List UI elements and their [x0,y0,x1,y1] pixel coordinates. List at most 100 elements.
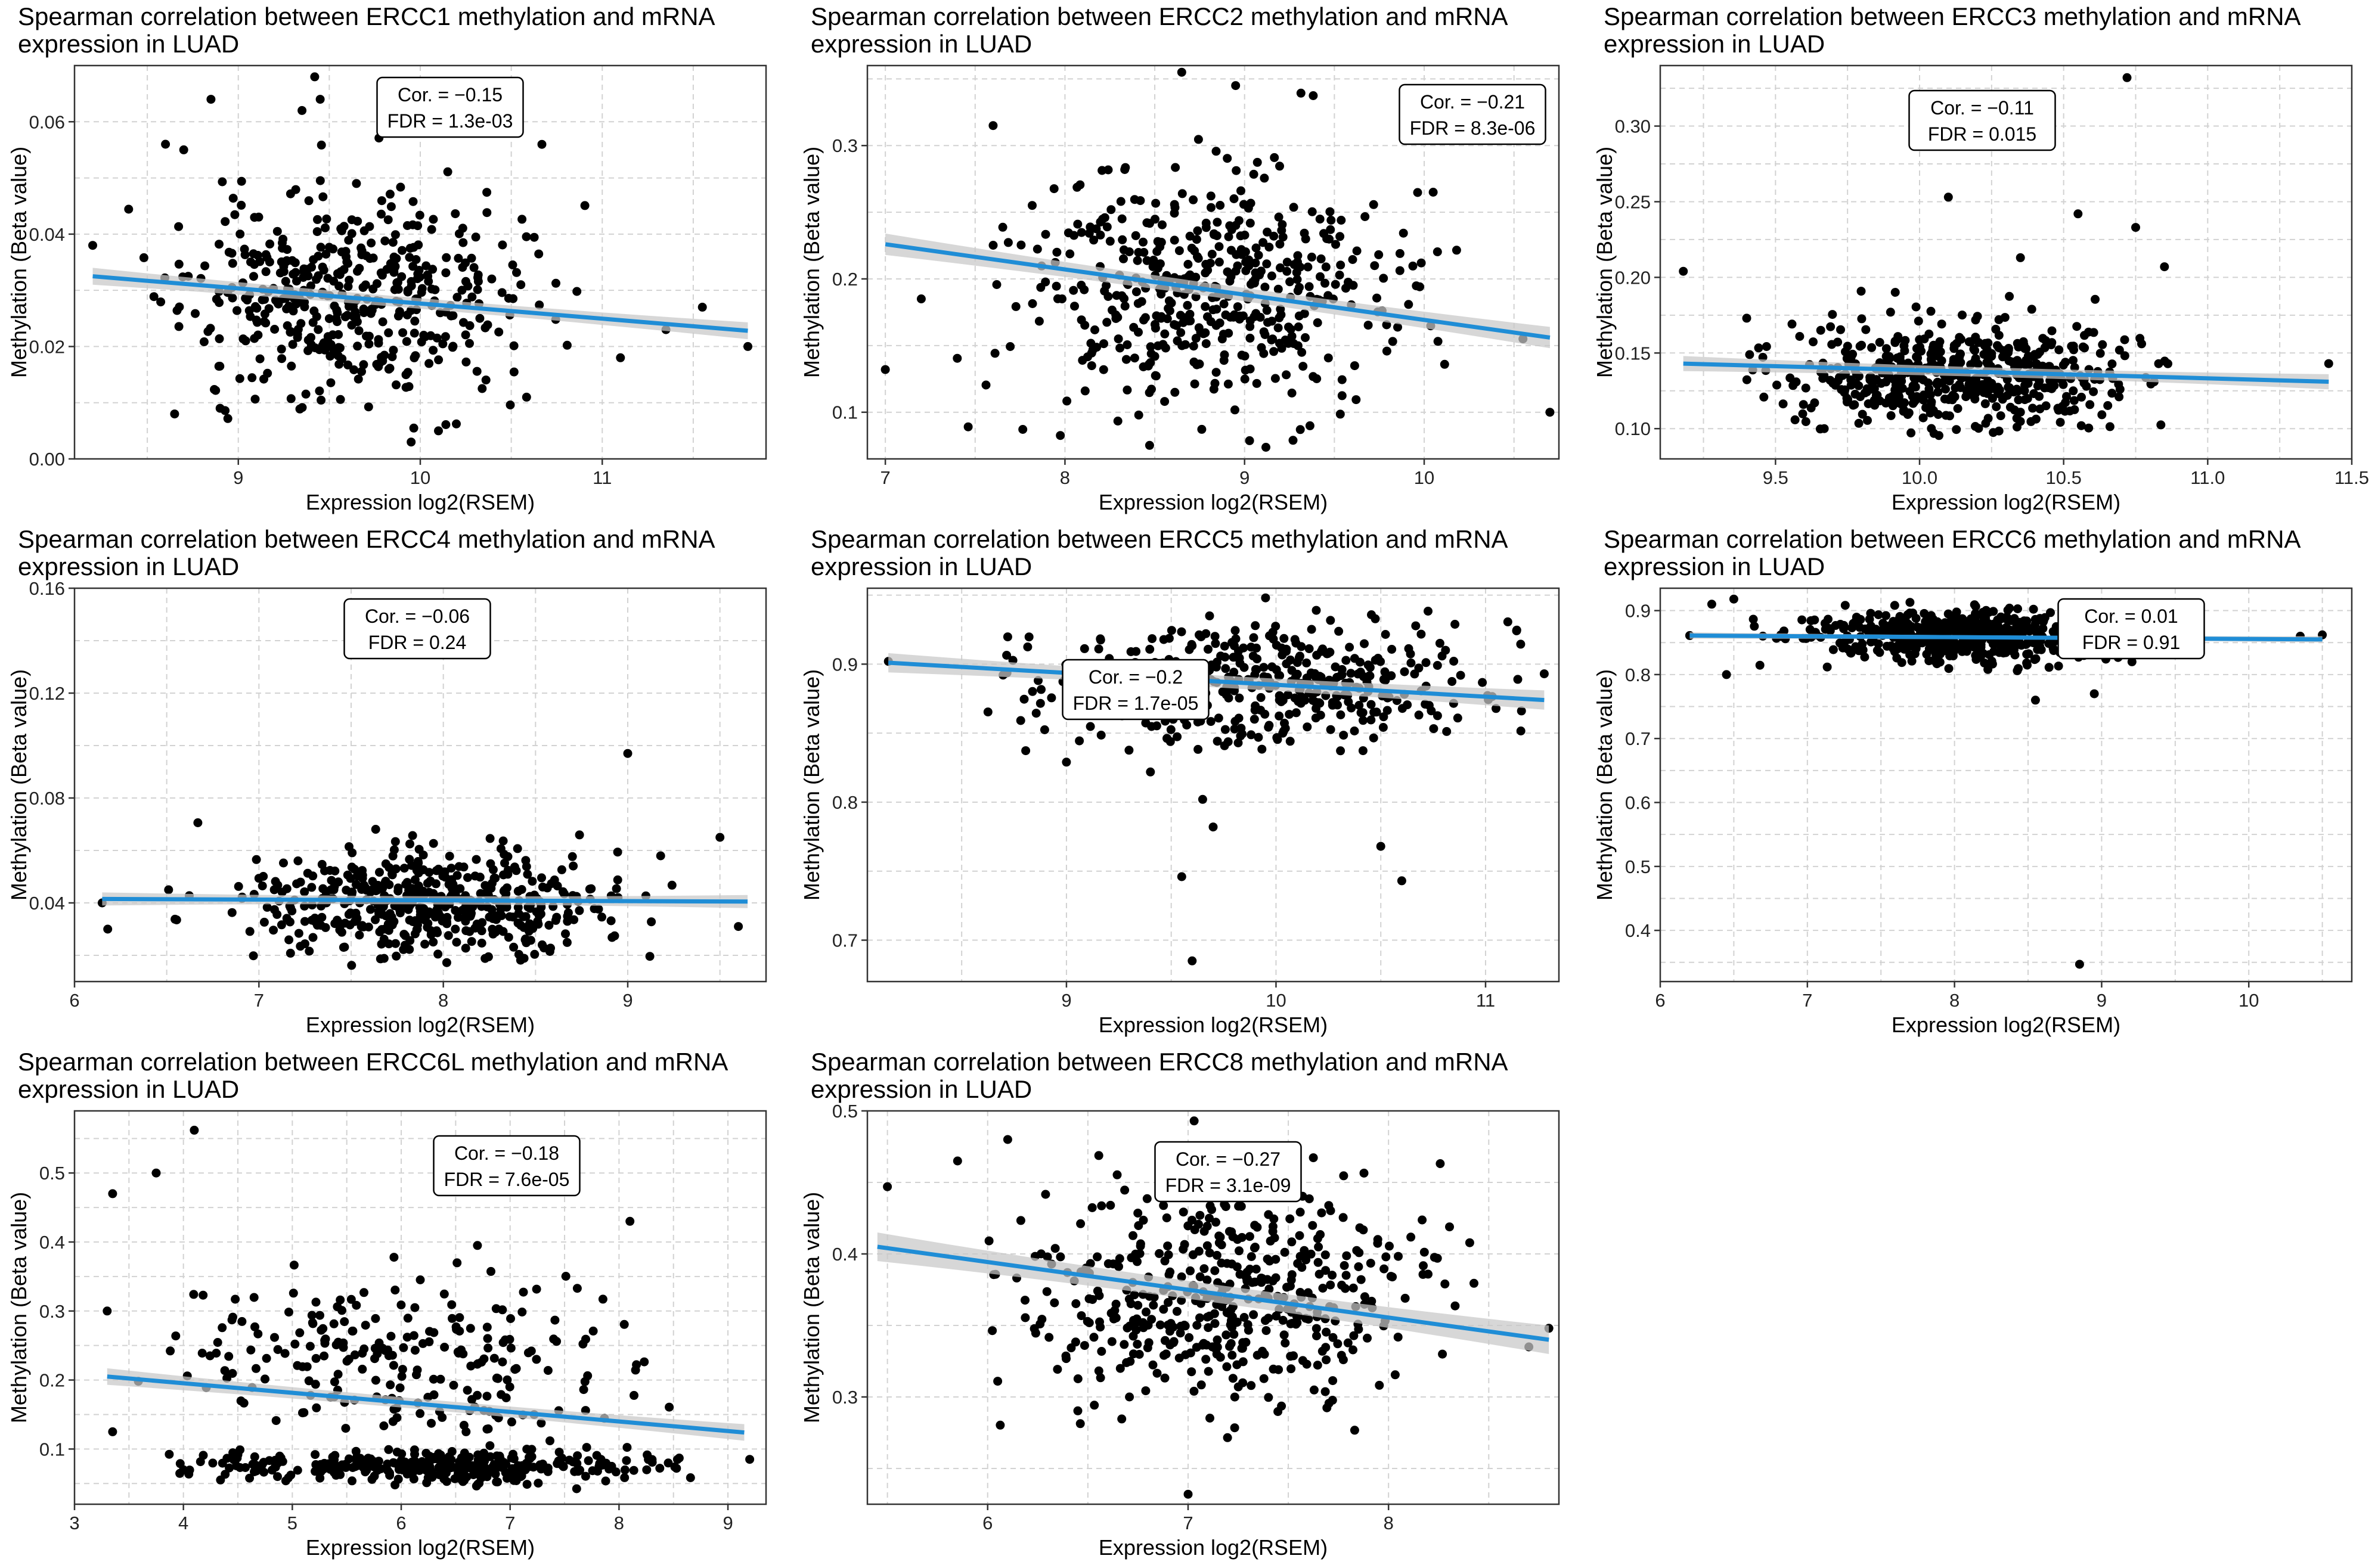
data-point [1052,281,1061,291]
data-point [1080,644,1089,653]
data-point [370,1354,379,1364]
data-point [412,865,421,875]
data-point [1395,266,1405,275]
data-point [2000,313,2010,322]
data-point [1130,195,1139,204]
data-point [585,884,594,894]
data-point [1177,1296,1186,1305]
data-point [405,936,415,945]
y-tick-label: 0.1 [39,1439,65,1460]
x-tick-label: 8 [1060,467,1070,488]
data-point [282,884,292,893]
x-axis-label: Expression log2(RSEM) [306,1535,535,1560]
data-point [272,226,282,236]
data-point [482,188,492,197]
data-point [1190,1225,1199,1234]
data-point [416,1275,425,1284]
data-point [1317,1346,1327,1356]
data-point [415,210,424,220]
data-point [282,914,292,923]
data-point [1273,284,1283,294]
data-point [1513,675,1523,684]
data-point [486,1266,495,1276]
data-point [1339,1171,1348,1181]
data-point [1205,1213,1214,1223]
data-point [1193,744,1203,754]
data-point [473,1241,482,1250]
data-point [228,1312,237,1322]
data-point [410,1303,420,1312]
data-point [259,1458,268,1467]
data-point [307,883,317,892]
data-point [517,215,527,224]
y-tick-label: 0.4 [39,1232,65,1253]
data-point [1366,700,1376,709]
data-point [480,954,490,963]
data-point [1921,617,1930,626]
data-point [1416,258,1426,268]
data-point [472,920,482,929]
chart-subtitle: expression in LUAD [18,1075,239,1103]
data-point [594,904,603,914]
regression-line [885,242,1551,340]
data-point [1373,1235,1382,1244]
data-point [1838,643,1847,653]
data-point [1133,299,1143,308]
data-point [1411,621,1421,631]
data-point [551,278,560,288]
data-point [1228,1374,1238,1383]
data-point [1349,1331,1359,1340]
data-point [613,847,622,857]
data-point [235,1463,245,1472]
data-point [441,268,451,278]
data-point [250,395,260,404]
data-point [1267,336,1276,344]
data-point [191,309,200,318]
data-point [513,886,523,896]
data-point [1124,1294,1134,1304]
data-point [88,241,97,250]
data-point [509,1454,519,1464]
data-point [981,380,991,390]
data-point [1952,639,1961,649]
plot-frame [866,64,1560,460]
data-point [551,915,560,925]
data-point [2005,291,2014,301]
data-point [487,274,497,284]
data-point [358,1364,367,1374]
data-point [1221,1202,1230,1212]
data-point [1121,163,1130,172]
data-point [1024,632,1034,642]
data-point [218,177,227,187]
chart-subtitle: expression in LUAD [1604,30,1825,58]
data-point [1151,198,1161,208]
data-point [1926,306,1936,316]
data-point [1176,328,1186,337]
data-point [1270,153,1279,162]
data-point [280,1349,290,1358]
data-point [330,919,340,929]
data-point [1809,337,1818,347]
data-point [1289,260,1299,269]
data-point [215,403,225,413]
data-point [1322,649,1332,659]
data-point [436,1374,445,1384]
data-point [1354,701,1364,710]
data-point [1866,372,1875,381]
data-point [1354,1324,1363,1334]
data-point [1886,308,1895,317]
data-point [1219,356,1229,365]
data-point [1166,725,1176,734]
x-axis-label: Expression log2(RSEM) [1099,1013,1328,1037]
data-point [1400,1293,1410,1303]
data-point [2055,418,2065,427]
data-point [383,920,393,929]
data-point [1245,436,1254,445]
data-point [1941,411,1951,420]
data-point [420,915,430,925]
data-point [1338,1355,1348,1365]
data-point [1441,645,1450,655]
data-point [1096,731,1106,740]
data-point [1328,700,1337,710]
data-point [1210,1266,1220,1275]
